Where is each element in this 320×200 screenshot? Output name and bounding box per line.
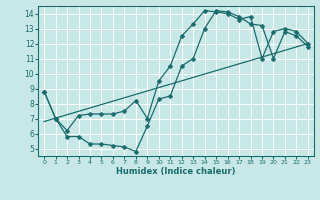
X-axis label: Humidex (Indice chaleur): Humidex (Indice chaleur) [116, 167, 236, 176]
